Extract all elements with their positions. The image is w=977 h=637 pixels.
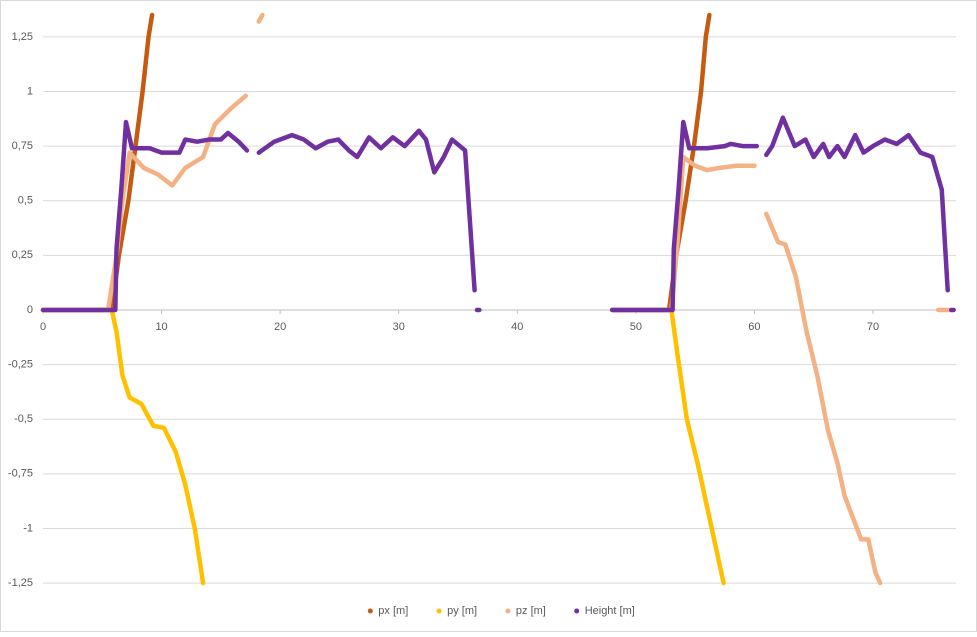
data-series-markers: [40, 307, 206, 586]
y-tick-label: 0,5: [18, 195, 33, 207]
data-series-markers: [40, 119, 250, 313]
x-tick-label: 30: [393, 321, 405, 333]
data-series-markers: [40, 12, 155, 313]
legend-label: pz [m]: [516, 605, 546, 617]
x-tick-label: 10: [155, 321, 167, 333]
y-tick-label: -1: [23, 522, 33, 534]
x-tick-label: 0: [40, 321, 46, 333]
data-series-markers: [609, 119, 760, 313]
y-tick-label: -1,25: [8, 577, 33, 589]
y-tick-label: -0,25: [8, 358, 33, 370]
x-tick-label: 40: [511, 321, 523, 333]
legend-marker: [367, 608, 373, 614]
y-tick-label: 0,75: [12, 140, 33, 152]
y-tick-label: 0,25: [12, 249, 33, 261]
legend-label: px [m]: [378, 605, 408, 617]
data-series-markers: [256, 128, 477, 293]
legend-label: py [m]: [447, 605, 477, 617]
y-tick-label: 0: [27, 304, 33, 316]
x-tick-label: 70: [867, 321, 879, 333]
y-tick-label: 1: [27, 85, 33, 97]
data-series-markers: [764, 115, 950, 293]
legend: px [m] py [m] pz [m] Height [m]: [367, 605, 635, 617]
x-tick-label: 60: [748, 321, 760, 333]
y-tick-label: -0,5: [14, 413, 33, 425]
plot-area: [40, 12, 956, 586]
y-tick-label: 1,25: [12, 31, 33, 43]
y-tick-label: -0,75: [8, 468, 33, 480]
legend-marker: [574, 608, 580, 614]
x-tick-label: 50: [630, 321, 642, 333]
x-tick-label: 20: [274, 321, 286, 333]
legend-marker: [436, 608, 442, 614]
data-series-markers: [609, 307, 726, 586]
data-series-markers: [764, 211, 883, 586]
legend-marker: [505, 608, 511, 614]
data-series-markers: [256, 12, 265, 24]
legend-label: Height [m]: [585, 605, 635, 617]
